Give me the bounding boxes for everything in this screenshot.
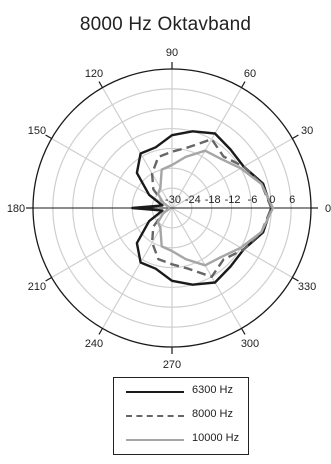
radial-tick-label: -18 (205, 194, 221, 206)
legend: 6300 Hz 8000 Hz 10000 Hz (113, 377, 249, 455)
grid-spoke (171, 207, 293, 279)
radial-tick-label: -6 (248, 194, 258, 206)
legend-swatch-8000 (126, 415, 184, 417)
angle-tick-label: 240 (85, 338, 103, 350)
legend-label-10000: 10000 Hz (192, 432, 240, 444)
legend-item-10000: 10000 Hz (114, 430, 248, 450)
series-layer (131, 130, 275, 286)
angle-tick-mark (98, 328, 104, 335)
legend-label-8000: 8000 Hz (192, 408, 233, 420)
angle-tick-label: 300 (241, 338, 259, 350)
radial-tick-label: -30 (165, 194, 181, 206)
radial-tick-label: -12 (225, 194, 241, 206)
angle-tick-mark (98, 81, 104, 88)
grid-spoke (171, 137, 293, 209)
radial-tick-label: 6 (289, 194, 295, 206)
angle-tick-label: 270 (163, 359, 181, 371)
angle-tick-label: 120 (85, 68, 103, 80)
radial-tick-label: -24 (185, 194, 201, 206)
series-line-8000-hz (150, 138, 273, 278)
grid-spoke (171, 207, 243, 329)
series-line-6300-hz (131, 130, 273, 286)
angle-tick-label: 90 (166, 47, 178, 59)
angle-tick-mark (292, 134, 299, 140)
angle-tick-label: 0 (325, 203, 331, 215)
angle-tick-label: 150 (28, 125, 46, 137)
series-line-10000-hz (156, 149, 275, 267)
polar-grid (26, 62, 318, 354)
angle-tick-mark (292, 276, 299, 282)
grid-spoke (171, 87, 243, 209)
angle-tick-label: 210 (28, 281, 46, 293)
legend-label-6300: 6300 Hz (192, 384, 233, 396)
angle-tick-mark (45, 276, 52, 282)
angle-tick-label: 180 (7, 203, 25, 215)
angle-tick-label: 30 (301, 125, 313, 137)
angle-tick-mark (240, 81, 246, 88)
radial-tick-label: 0 (269, 194, 275, 206)
angle-tick-label: 60 (244, 68, 256, 80)
legend-swatch-6300 (126, 391, 184, 393)
angle-tick-mark (45, 134, 52, 140)
angle-tick-mark (240, 328, 246, 335)
legend-swatch-10000 (126, 439, 184, 441)
legend-item-6300: 6300 Hz (114, 382, 248, 402)
angle-tick-label: 330 (298, 281, 316, 293)
chart-title: 8000 Hz Oktavband (79, 14, 252, 35)
legend-item-8000: 8000 Hz (114, 406, 248, 426)
